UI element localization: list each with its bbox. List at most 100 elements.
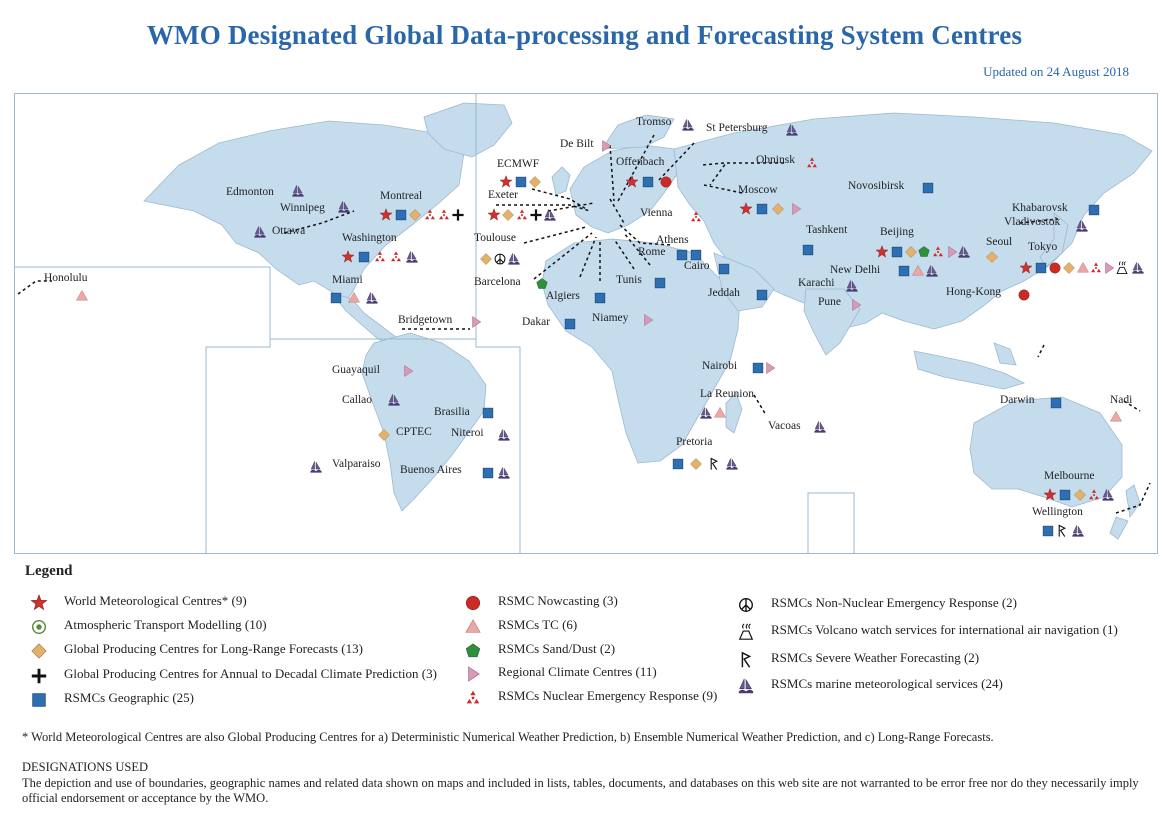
marker-nairobi-sq-0 [752, 362, 764, 374]
legend-label-geo: RSMCs Geographic (25) [64, 690, 194, 705]
marker-tokyo-sq-1 [1035, 262, 1047, 274]
world-map: Edmonton Winnipeg Ottawa Montreal Washington… [14, 93, 1158, 554]
marker-miami-sq-0 [330, 292, 342, 304]
city-label-novosibirsk: Novosibirsk [848, 180, 904, 192]
legend-label-gpc-lrf: Global Producing Centres for Long-Range … [64, 641, 363, 656]
city-label-athens: Athens [656, 234, 689, 246]
marker-montreal-sq-1 [395, 209, 407, 221]
marker-tashkent-sq-0 [802, 244, 814, 256]
marker-tokyo-circ-2 [1049, 262, 1061, 274]
marker-toulouse-nner-1 [494, 253, 506, 265]
marker-ecmwf-sq-1 [515, 176, 527, 188]
legend-label-nowcast: RSMC Nowcasting (3) [498, 593, 618, 608]
city-label-buenosaires: Buenos Aires [400, 464, 462, 476]
region-boundaries [14, 93, 855, 554]
marker-hongkong-circ-0 [1018, 289, 1030, 301]
marker-jeddah-sq-0 [756, 289, 768, 301]
designations-text: The depiction and use of boundaries, geo… [22, 776, 1139, 805]
marker-dakar-sq-0 [564, 318, 576, 330]
marker-cairo-sq-0 [718, 263, 730, 275]
legend-label-rcc: Regional Climate Centres (11) [498, 664, 657, 679]
marker-wellington-sq-0 [1042, 525, 1054, 537]
city-label-tokyo: Tokyo [1028, 241, 1057, 253]
city-label-darwin: Darwin [1000, 394, 1035, 406]
city-label-nairobi: Nairobi [702, 360, 737, 372]
marker-pretoria-sq-0 [672, 458, 684, 470]
marker-khabarovsk-sq-0 [1088, 204, 1100, 216]
leader-lines [17, 134, 1151, 514]
city-label-vladivostok: Vladivostok [1004, 216, 1060, 228]
city-label-niteroi: Niteroi [451, 427, 484, 439]
city-label-ottawa: Ottawa [272, 225, 305, 237]
footnote: * World Meteorological Centres are also … [22, 730, 994, 744]
marker-newdelhi-sq-0 [898, 265, 910, 277]
legend-label-swf: RSMCs Severe Weather Forecasting (2) [771, 650, 980, 665]
city-label-melbourne: Melbourne [1044, 470, 1094, 482]
legend-label-gpc-adcp: Global Producing Centres for Annual to D… [64, 666, 437, 681]
city-label-newdelhi: New Delhi [830, 264, 880, 276]
marker-beijing-sq-1 [891, 246, 903, 258]
city-label-guayaquil: Guayaquil [332, 364, 380, 376]
legend-label-wmc: World Meteorological Centres* (9) [64, 593, 247, 608]
marker-rome-sq-0 [676, 249, 688, 261]
city-label-beijing: Beijing [880, 226, 914, 238]
marker-novosibirsk-sq-0 [922, 182, 934, 194]
city-label-obninsk: Obninsk [756, 154, 795, 166]
city-label-niamey: Niamey [592, 312, 629, 324]
city-label-lareunion: La Reunion [700, 388, 754, 400]
city-label-wellington: Wellington [1032, 506, 1083, 518]
legend-label-atm: Atmospheric Transport Modelling (10) [64, 617, 267, 632]
city-label-pretoria: Pretoria [676, 436, 712, 448]
city-label-vienna: Vienna [640, 207, 673, 219]
city-label-stpetersburg: St Petersburg [706, 122, 768, 134]
city-label-cairo: Cairo [684, 260, 710, 272]
city-label-honolulu: Honolulu [44, 272, 88, 284]
city-label-moscow: Moscow [738, 184, 778, 196]
city-label-exeter: Exeter [488, 189, 518, 201]
marker-offenbach-circ-2 [660, 176, 672, 188]
marker-buenosaires-sq-0 [482, 467, 494, 479]
city-label-pune: Pune [818, 296, 841, 308]
city-label-dakar: Dakar [522, 316, 550, 328]
city-label-jeddah: Jeddah [708, 287, 740, 299]
city-label-brasilia: Brasilia [434, 406, 470, 418]
legend-label-ner: RSMCs Nuclear Emergency Response (9) [498, 688, 718, 703]
legend-title: Legend [25, 563, 73, 579]
city-label-seoul: Seoul [986, 236, 1012, 248]
marker-athens-sq-0 [690, 249, 702, 261]
marker-tunis-sq-0 [654, 277, 666, 289]
legend-label-nner: RSMCs Non-Nuclear Emergency Response (2) [771, 595, 1017, 610]
city-label-valparaiso: Valparaiso [332, 458, 381, 470]
city-label-nadi: Nadi [1110, 394, 1132, 406]
marker-algiers-sq-0 [594, 292, 606, 304]
updated-date: Updated on 24 August 2018 [983, 64, 1129, 79]
city-label-toulouse: Toulouse [474, 232, 516, 244]
city-label-miami: Miami [332, 274, 363, 286]
city-label-tunis: Tunis [616, 274, 642, 286]
city-label-edmonton: Edmonton [226, 186, 274, 198]
marker-washington-sq-1 [358, 251, 370, 263]
city-label-khabarovsk: Khabarovsk [1012, 202, 1068, 214]
city-label-vacoas: Vacoas [768, 420, 801, 432]
city-label-cptec: CPTEC [396, 426, 432, 438]
land-masses [143, 102, 1153, 540]
marker-melbourne-sq-1 [1059, 489, 1071, 501]
city-label-rome: Rome [638, 246, 665, 258]
city-label-montreal: Montreal [380, 190, 422, 202]
marker-moscow-sq-1 [756, 203, 768, 215]
page-title: WMO Designated Global Data-processing an… [146, 20, 1023, 50]
legend-label-marine: RSMCs marine meteorological services (24… [771, 676, 1003, 691]
city-label-algiers: Algiers [546, 290, 580, 302]
city-label-bridgetown: Bridgetown [398, 314, 453, 326]
city-label-callao: Callao [342, 394, 372, 406]
legend-label-sds: RSMCs Sand/Dust (2) [498, 641, 616, 656]
marker-brasilia-sq-0 [482, 407, 494, 419]
marker-offenbach-sq-1 [642, 176, 654, 188]
city-labels: Edmonton Winnipeg Ottawa Montreal Washington… [44, 116, 1132, 518]
city-label-tashkent: Tashkent [806, 224, 848, 236]
city-label-washington: Washington [342, 232, 397, 244]
marker-darwin-sq-0 [1050, 397, 1062, 409]
city-label-karachi: Karachi [798, 277, 834, 289]
city-label-winnipeg: Winnipeg [280, 202, 325, 214]
city-label-hongkong: Hong-Kong [946, 286, 1001, 298]
